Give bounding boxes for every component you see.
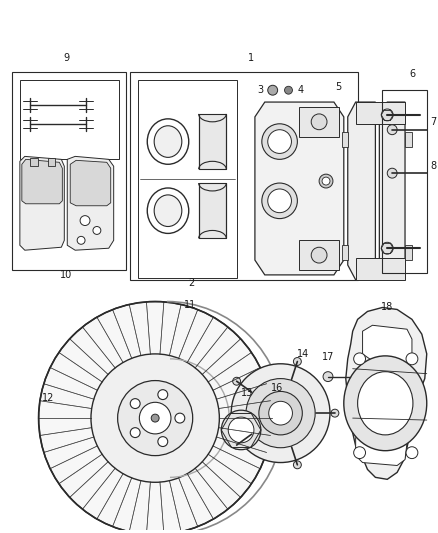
Circle shape xyxy=(381,243,393,254)
Ellipse shape xyxy=(246,378,315,448)
Circle shape xyxy=(151,414,159,422)
Bar xyxy=(347,372,359,382)
Bar xyxy=(299,107,339,136)
Text: 1: 1 xyxy=(248,53,254,62)
Ellipse shape xyxy=(262,183,297,219)
Circle shape xyxy=(175,413,185,423)
Circle shape xyxy=(77,236,85,244)
Text: 6: 6 xyxy=(409,69,415,79)
Circle shape xyxy=(130,427,140,438)
Text: 11: 11 xyxy=(184,300,196,310)
Circle shape xyxy=(387,125,397,135)
Circle shape xyxy=(381,109,393,121)
Bar xyxy=(30,158,38,166)
Text: 14: 14 xyxy=(297,349,309,359)
Polygon shape xyxy=(405,132,412,147)
Circle shape xyxy=(322,177,330,185)
Bar xyxy=(382,90,427,273)
Text: 13: 13 xyxy=(241,389,253,398)
Polygon shape xyxy=(255,102,344,275)
Circle shape xyxy=(319,174,333,188)
Bar xyxy=(198,183,226,238)
Ellipse shape xyxy=(91,354,219,482)
Text: 2: 2 xyxy=(189,278,195,288)
Circle shape xyxy=(233,377,240,385)
Circle shape xyxy=(406,353,418,365)
Circle shape xyxy=(311,247,327,263)
Ellipse shape xyxy=(344,356,427,451)
Circle shape xyxy=(130,399,140,408)
Bar xyxy=(47,158,56,166)
Circle shape xyxy=(233,441,240,449)
Ellipse shape xyxy=(269,401,293,425)
Ellipse shape xyxy=(228,417,254,443)
Circle shape xyxy=(406,447,418,458)
Bar xyxy=(299,240,339,270)
Bar xyxy=(12,72,126,270)
Circle shape xyxy=(293,358,301,366)
Circle shape xyxy=(311,114,327,130)
Ellipse shape xyxy=(231,364,330,463)
Polygon shape xyxy=(356,258,405,280)
Polygon shape xyxy=(348,102,375,280)
Bar xyxy=(198,114,226,169)
Ellipse shape xyxy=(268,130,291,154)
Polygon shape xyxy=(356,433,407,465)
Text: 17: 17 xyxy=(322,352,334,362)
Ellipse shape xyxy=(147,119,189,164)
Bar xyxy=(138,80,237,278)
Circle shape xyxy=(158,390,168,400)
Polygon shape xyxy=(70,160,111,206)
Circle shape xyxy=(285,86,293,94)
Circle shape xyxy=(387,168,397,178)
Polygon shape xyxy=(356,102,405,124)
Text: 9: 9 xyxy=(63,53,69,62)
Polygon shape xyxy=(363,325,412,364)
Text: 4: 4 xyxy=(297,85,304,95)
Circle shape xyxy=(158,437,168,447)
Ellipse shape xyxy=(39,302,272,533)
Ellipse shape xyxy=(357,372,413,435)
Polygon shape xyxy=(67,156,114,250)
Ellipse shape xyxy=(154,195,182,227)
Ellipse shape xyxy=(268,189,291,213)
Text: 18: 18 xyxy=(381,303,393,312)
Circle shape xyxy=(353,447,366,458)
Ellipse shape xyxy=(259,391,302,435)
Bar xyxy=(131,72,357,280)
Ellipse shape xyxy=(139,402,171,434)
Text: 3: 3 xyxy=(258,85,264,95)
Circle shape xyxy=(293,461,301,469)
Text: 7: 7 xyxy=(431,117,437,127)
Polygon shape xyxy=(342,132,348,147)
Ellipse shape xyxy=(221,410,261,450)
Polygon shape xyxy=(342,245,348,260)
Text: 10: 10 xyxy=(60,270,72,280)
Text: 8: 8 xyxy=(431,161,437,171)
Circle shape xyxy=(80,216,90,225)
Polygon shape xyxy=(22,159,62,204)
Circle shape xyxy=(323,372,333,382)
Polygon shape xyxy=(20,156,64,250)
Circle shape xyxy=(353,353,366,365)
Polygon shape xyxy=(379,102,405,280)
Text: 16: 16 xyxy=(271,383,283,393)
Circle shape xyxy=(331,409,339,417)
Ellipse shape xyxy=(262,124,297,159)
Ellipse shape xyxy=(118,381,193,456)
Bar xyxy=(20,80,119,159)
Ellipse shape xyxy=(154,126,182,157)
Polygon shape xyxy=(346,308,427,479)
Ellipse shape xyxy=(147,188,189,233)
Circle shape xyxy=(93,227,101,235)
Text: 12: 12 xyxy=(42,393,55,403)
Text: 5: 5 xyxy=(335,82,341,92)
Circle shape xyxy=(268,85,278,95)
Polygon shape xyxy=(405,245,412,260)
